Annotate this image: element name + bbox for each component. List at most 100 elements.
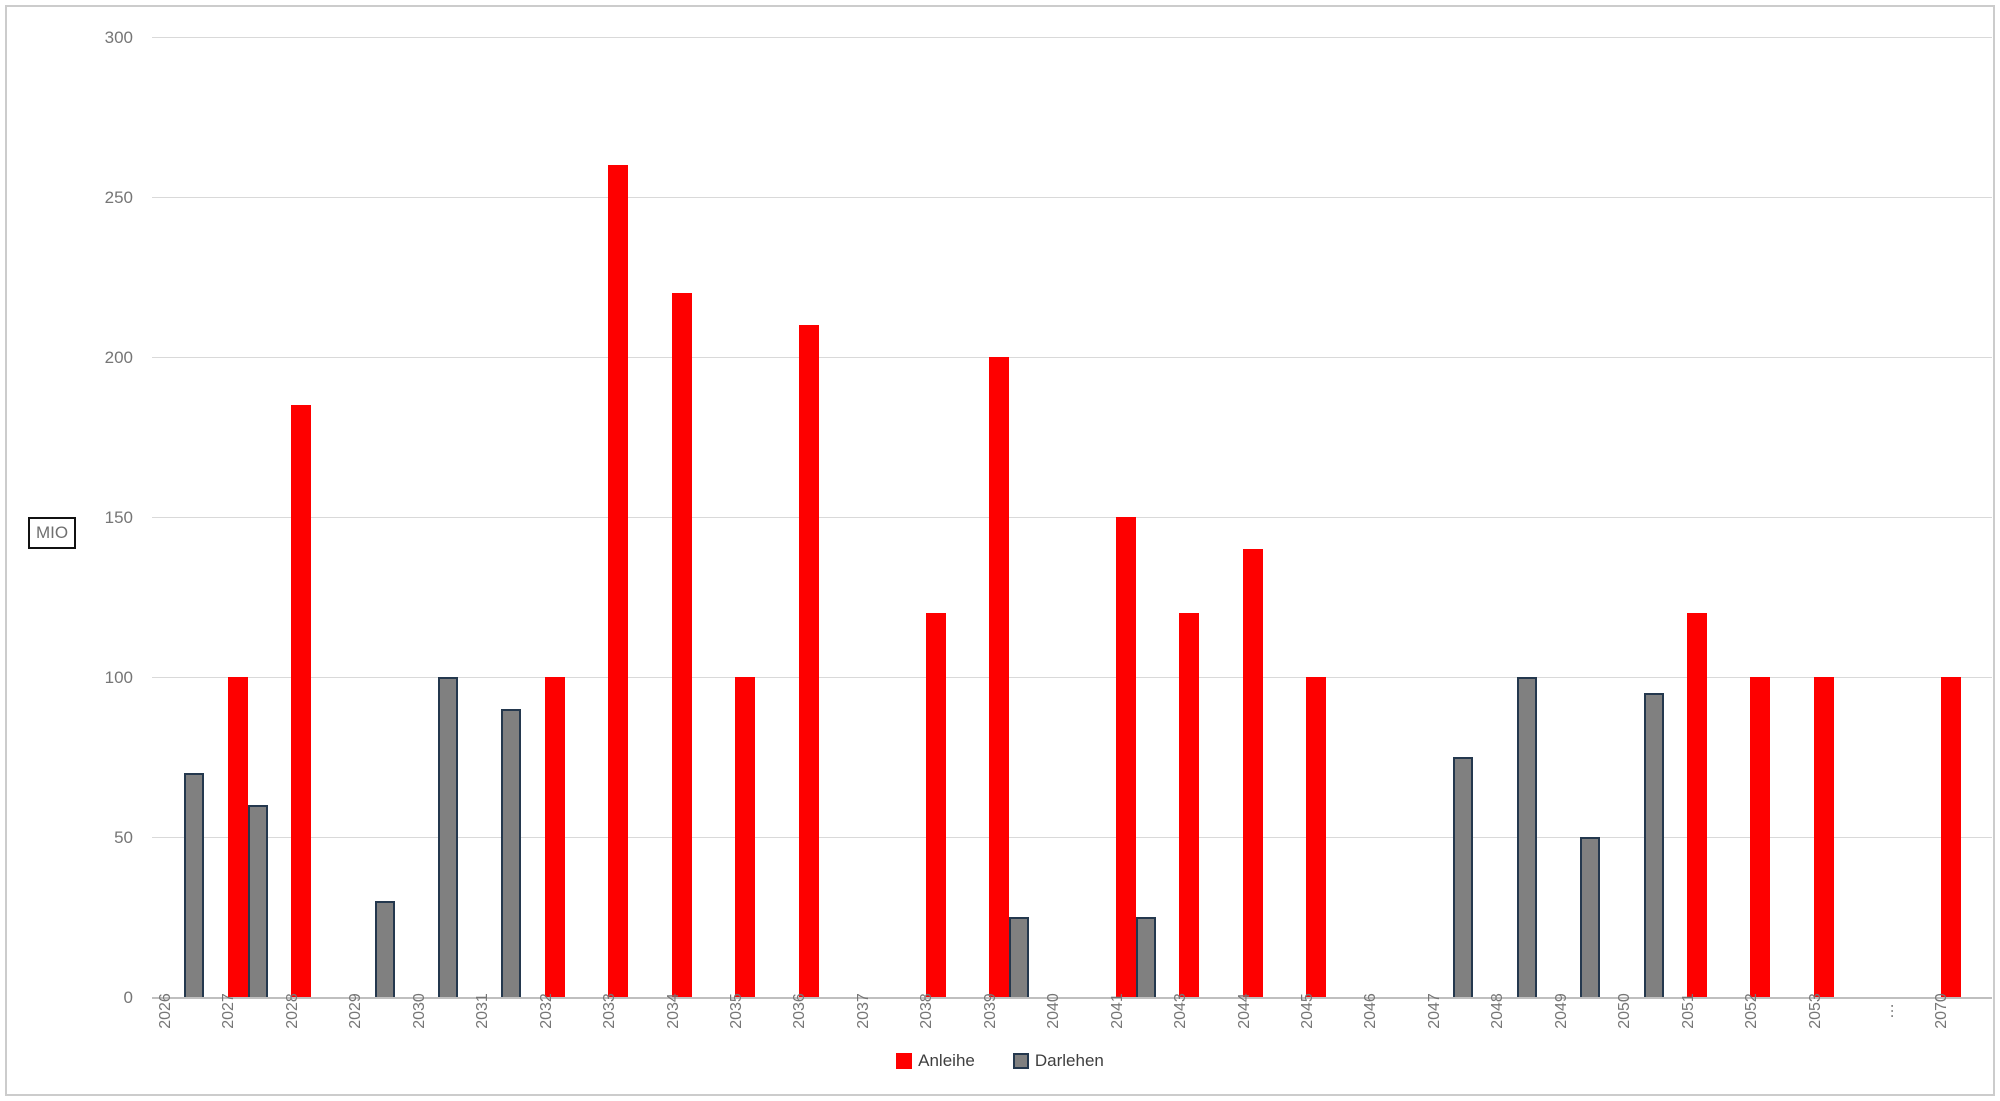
x-tick-2034: 2034 [661,993,721,1058]
x-tick-2045: 2045 [1296,993,1356,1058]
x-tick-label-2052: 2052 [1743,993,1761,1029]
bar-anleihe-2044 [1242,549,1263,997]
x-tick-2052: 2052 [1740,993,1800,1058]
bar-darlehen-2027 [247,805,268,997]
x-tick-2026: 2026 [154,993,214,1058]
bar-darlehen-2026 [184,773,205,997]
x-tick-label-2047: 2047 [1425,993,1443,1029]
x-tick-label-2040: 2040 [1045,993,1063,1029]
x-tick-label-…: … [1879,1003,1897,1019]
x-tick-label-2032: 2032 [537,993,555,1029]
bar-anleihe-2039 [989,357,1010,997]
legend-item-anleihe: Anleihe [896,1051,975,1071]
x-tick-label-2050: 2050 [1616,993,1634,1029]
bar-anleihe-2034 [671,293,692,997]
x-tick-2028: 2028 [281,993,341,1058]
x-tick-…: … [1867,1002,1927,1058]
x-axis-line [152,997,1992,999]
x-tick-label-2027: 2027 [220,993,238,1029]
bar-anleihe-2070 [1940,677,1961,997]
x-tick-label-2030: 2030 [410,993,428,1029]
x-tick-2043: 2043 [1169,993,1229,1058]
x-tick-label-2043: 2043 [1172,993,1190,1029]
bar-anleihe-2033 [608,165,629,997]
bar-anleihe-2052 [1750,677,1771,997]
y-tick-label-250: 250 [104,188,133,207]
y-tick-label-0: 0 [123,988,133,1007]
gridline-250 [152,196,1992,198]
x-tick-label-2041: 2041 [1108,993,1126,1029]
gridline-300 [152,36,1992,38]
bar-darlehen-2050 [1643,693,1664,997]
y-tick-label-300: 300 [104,28,133,47]
x-tick-label-2029: 2029 [347,993,365,1029]
y-tick-label-150: 150 [104,508,133,527]
legend-label-darlehen: Darlehen [1034,1051,1104,1070]
bar-anleihe-2041 [1115,517,1136,997]
x-tick-label-2048: 2048 [1489,993,1507,1029]
gridline-200 [152,356,1992,358]
x-tick-2040: 2040 [1042,993,1102,1058]
x-tick-label-2044: 2044 [1235,993,1253,1029]
x-tick-2030: 2030 [408,993,468,1058]
x-tick-label-2049: 2049 [1552,993,1570,1029]
bar-anleihe-2027 [227,677,248,997]
legend-label-anleihe: Anleihe [918,1051,975,1070]
x-tick-label-2046: 2046 [1362,993,1380,1029]
x-tick-2041: 2041 [1105,993,1165,1058]
y-tick-label-50: 50 [114,828,133,847]
x-tick-2037: 2037 [852,993,912,1058]
x-tick-label-2051: 2051 [1679,993,1697,1029]
x-tick-label-2070: 2070 [1933,993,1951,1029]
gridline-150 [152,516,1992,518]
x-tick-2035: 2035 [725,993,785,1058]
legend-swatch-anleihe [896,1053,913,1069]
legend: Anleihe Darlehen [0,1051,2000,1071]
x-tick-2047: 2047 [1423,993,1483,1058]
bar-darlehen-2047 [1453,757,1474,997]
x-tick-2051: 2051 [1676,993,1736,1058]
bar-anleihe-2053 [1813,677,1834,997]
x-tick-2039: 2039 [979,993,1039,1058]
legend-item-darlehen: Darlehen [1012,1051,1104,1071]
x-tick-2053: 2053 [1803,993,1863,1058]
bar-anleihe-2043 [1179,613,1200,997]
bar-anleihe-2051 [1686,613,1707,997]
x-tick-2048: 2048 [1486,993,1546,1058]
x-tick-label-2028: 2028 [283,993,301,1029]
x-tick-label-2031: 2031 [474,993,492,1029]
bar-darlehen-2030 [438,677,459,997]
x-tick-label-2034: 2034 [664,993,682,1029]
bar-anleihe-2038 [925,613,946,997]
bar-anleihe-2028 [291,405,312,997]
bar-darlehen-2049 [1580,837,1601,997]
bar-darlehen-2029 [374,901,395,997]
gridline-50 [152,836,1992,838]
bar-anleihe-2032 [544,677,565,997]
x-tick-2046: 2046 [1359,993,1419,1058]
x-tick-2027: 2027 [217,993,277,1058]
gridline-100 [152,676,1992,678]
x-tick-2070: 2070 [1930,993,1990,1058]
legend-swatch-darlehen [1012,1053,1029,1069]
y-tick-label-100: 100 [104,668,133,687]
x-tick-label-2033: 2033 [601,993,619,1029]
x-tick-2036: 2036 [788,993,848,1058]
x-tick-2031: 2031 [471,993,531,1058]
x-tick-label-2039: 2039 [981,993,999,1029]
x-tick-label-2037: 2037 [854,993,872,1029]
bar-darlehen-2041 [1135,917,1156,997]
x-tick-label-2053: 2053 [1806,993,1824,1029]
x-tick-label-2035: 2035 [727,993,745,1029]
x-tick-label-2036: 2036 [791,993,809,1029]
x-tick-label-2038: 2038 [918,993,936,1029]
x-tick-2049: 2049 [1550,993,1610,1058]
y-axis-unit-label: MIO [35,523,69,542]
x-tick-label-2045: 2045 [1298,993,1316,1029]
x-tick-2050: 2050 [1613,993,1673,1058]
x-tick-label-2026: 2026 [156,993,174,1029]
bar-darlehen-2031 [501,709,522,997]
x-tick-2044: 2044 [1232,993,1292,1058]
x-tick-2038: 2038 [915,993,975,1058]
